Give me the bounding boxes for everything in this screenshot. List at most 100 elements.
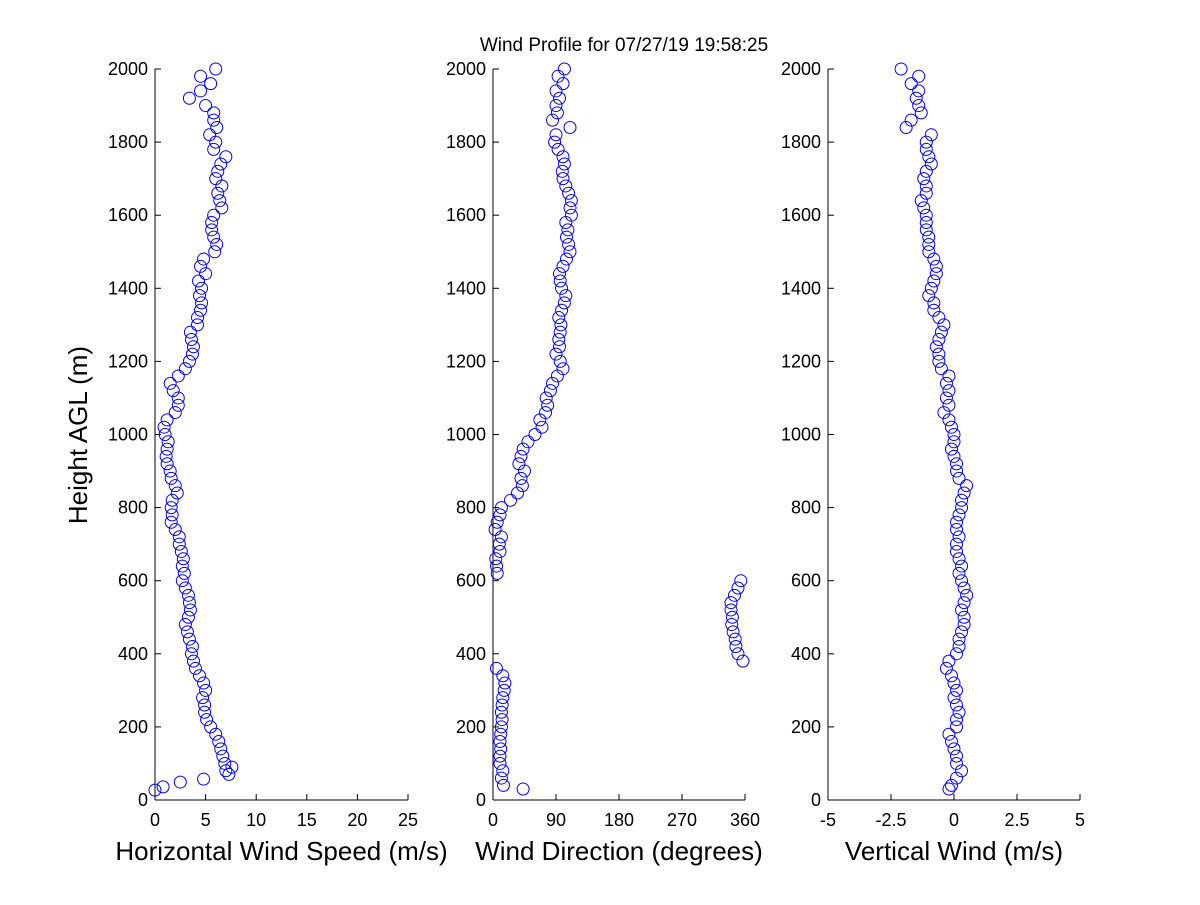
data-point [914, 106, 928, 120]
data-point [929, 259, 943, 273]
y-tick-label: 1800 [108, 132, 148, 152]
data-point [919, 216, 933, 230]
data-point [736, 654, 750, 668]
data-point [515, 479, 529, 493]
data-point [912, 69, 926, 83]
data-point [942, 654, 956, 668]
data-point [209, 62, 223, 76]
data-point [548, 135, 562, 149]
data-point [952, 552, 966, 566]
data-point [950, 698, 964, 712]
y-tick-label: 400 [456, 644, 486, 664]
data-point [490, 661, 503, 675]
y-tick-label: 800 [791, 498, 821, 518]
data-point [204, 77, 218, 91]
data-point [955, 603, 969, 617]
data-point [960, 588, 974, 602]
data-point [191, 311, 205, 325]
data-point [488, 523, 502, 537]
data-point [194, 259, 208, 273]
data-point [164, 471, 178, 485]
y-tick-label: 1600 [108, 205, 148, 225]
y-tick-label: 1200 [108, 351, 148, 371]
data-point [198, 698, 212, 712]
data-point [514, 449, 528, 463]
y-tick-label: 1200 [446, 351, 486, 371]
data-point [927, 303, 941, 317]
data-point [950, 683, 964, 697]
y-tick-label: 800 [456, 498, 486, 518]
x-tick-label: 10 [246, 810, 266, 830]
data-point [563, 245, 577, 259]
data-point [209, 727, 223, 741]
data-point [168, 523, 182, 537]
data-point [218, 756, 232, 770]
data-point [159, 449, 173, 463]
y-tick-label: 200 [456, 717, 486, 737]
data-point [164, 501, 178, 515]
data-point [912, 99, 926, 113]
y-tick-label: 1400 [781, 278, 821, 298]
data-point [177, 566, 191, 580]
data-point [729, 639, 743, 653]
data-point [944, 442, 958, 456]
data-point [950, 464, 964, 478]
data-point [950, 523, 964, 537]
data-point [942, 413, 956, 427]
data-point [164, 515, 178, 529]
data-point [490, 515, 504, 529]
data-point [185, 639, 199, 653]
data-point [157, 420, 171, 434]
data-point [490, 559, 503, 573]
data-point [181, 588, 195, 602]
x-tick-label: 0 [150, 810, 160, 830]
data-point [207, 142, 221, 156]
data-point [160, 442, 174, 456]
x-tick-label: 0 [949, 810, 959, 830]
data-point [191, 318, 205, 332]
data-point [171, 398, 185, 412]
data-point [511, 486, 524, 500]
data-point [947, 449, 961, 463]
data-point [225, 760, 239, 774]
data-point [899, 120, 913, 134]
data-point [929, 340, 943, 354]
data-point [560, 252, 573, 266]
data-point [939, 391, 953, 405]
data-point [728, 588, 741, 602]
data-point [553, 274, 567, 288]
data-point [549, 347, 563, 361]
data-point [165, 508, 179, 522]
data-point [725, 610, 739, 624]
data-point [950, 713, 964, 727]
data-point [957, 486, 971, 500]
panel-1: 0 200 400 600 800 1000 1200 1400 1600 1800 2000 0 5 1… [63, 59, 448, 866]
data-point [944, 778, 958, 792]
data-point [919, 142, 933, 156]
data-point [182, 91, 196, 105]
y-tick-label: 1400 [108, 278, 148, 298]
y-tick-label: 600 [791, 571, 821, 591]
data-point [516, 782, 530, 796]
data-point [204, 720, 218, 734]
data-point [942, 369, 956, 383]
data-point [182, 632, 196, 646]
data-point [919, 223, 933, 237]
data-point [215, 201, 229, 215]
x-tick-label: 2.5 [1004, 810, 1029, 830]
data-point [919, 179, 933, 193]
data-point [195, 296, 209, 310]
y-tick-label: 600 [456, 571, 486, 591]
data-point [932, 347, 946, 361]
y-tick-label: 1600 [446, 205, 486, 225]
data-point [539, 391, 553, 405]
data-point [919, 164, 933, 178]
data-point [207, 113, 221, 127]
data-point [927, 296, 941, 310]
data-point [546, 113, 559, 127]
y-tick-label: 600 [118, 571, 148, 591]
data-point [937, 406, 951, 420]
data-point [165, 493, 179, 507]
y-axis-label: Height AGL (m) [63, 346, 93, 524]
data-point [734, 574, 748, 588]
